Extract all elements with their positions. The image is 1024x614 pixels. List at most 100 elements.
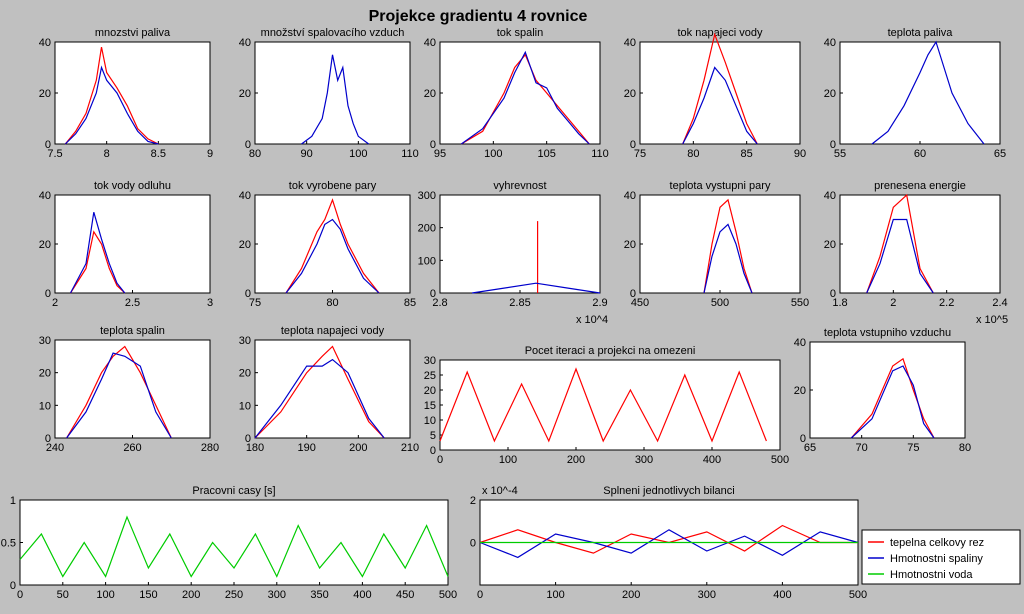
- subplot-title: teplota paliva: [888, 27, 954, 39]
- x-tick-label: 0: [477, 589, 483, 601]
- x-tick-label: 2.8: [432, 297, 447, 309]
- series-line-blue: [64, 65, 159, 145]
- series-line-blue: [285, 218, 380, 294]
- y-tick-label: 20: [624, 88, 636, 100]
- series-line-green: [19, 515, 449, 578]
- x-tick-label: 100: [96, 589, 114, 601]
- subplot-title: teplota vstupniho vzduchu: [824, 327, 951, 339]
- x-tick-label: 75: [907, 442, 919, 454]
- subplot-p3: tok spalin 95 100 105 110 0 20 40: [424, 27, 609, 160]
- plot-area: [19, 499, 449, 586]
- y-tick-label: 40: [39, 37, 51, 49]
- x-tick-label: 0: [17, 589, 23, 601]
- plot-area: [809, 341, 966, 439]
- x-tick-label: 500: [439, 589, 457, 601]
- x-tick-label: 75: [634, 148, 646, 160]
- series-line-blue: [479, 529, 859, 559]
- y-tick-label: 20: [239, 88, 251, 100]
- y-tick-label: 20: [824, 88, 836, 100]
- subplot-p11: teplota spalin 240 260 280 0 10 20 30: [39, 325, 219, 454]
- subplot-p2: množství spalovacího vzduch 80 90 100 110 0 20…: [239, 27, 419, 160]
- x-tick-label: 1.8: [832, 297, 847, 309]
- series-line-red: [866, 193, 934, 294]
- axis-exponent-label: x 10^4: [576, 314, 608, 326]
- x-tick-label: 400: [773, 589, 791, 601]
- plot-area: [839, 194, 1001, 294]
- x-tick-label: 180: [246, 442, 264, 454]
- y-tick-label: 30: [424, 355, 436, 367]
- x-tick-label: 100: [499, 454, 517, 466]
- plot-area: [639, 41, 801, 145]
- y-tick-label: 0: [630, 288, 636, 300]
- y-tick-label: 30: [239, 335, 251, 347]
- series-line-blue: [254, 358, 385, 439]
- subplot-p14: teplota vstupniho vzduchu 65 70 75 80 0 20 40: [794, 327, 971, 454]
- y-tick-label: 0: [430, 139, 436, 151]
- subplot-p4: tok napajeci vody 75 80 85 90 0 20 40: [624, 27, 806, 160]
- x-tick-label: 450: [631, 297, 649, 309]
- subplot-title: teplota spalin: [100, 325, 165, 337]
- y-tick-label: 20: [239, 368, 251, 380]
- x-tick-label: 65: [994, 148, 1006, 160]
- x-tick-label: 200: [567, 454, 585, 466]
- y-tick-label: 10: [424, 415, 436, 427]
- y-tick-label: 40: [39, 190, 51, 202]
- legend: tepelna celkovy rez Hmotnostni spaliny Hmo…: [861, 529, 1021, 585]
- y-tick-label: 1: [10, 495, 16, 507]
- legend-label: Hmotnostni spaliny: [890, 553, 983, 565]
- x-tick-label: 210: [401, 442, 419, 454]
- series-line-red: [460, 53, 590, 145]
- series-line-blue: [460, 50, 590, 145]
- x-tick-label: 240: [46, 442, 64, 454]
- y-tick-label: 0: [45, 139, 51, 151]
- y-tick-label: 0: [45, 433, 51, 445]
- y-tick-label: 30: [39, 335, 51, 347]
- x-tick-label: 200: [349, 442, 367, 454]
- subplot-title: mnozstvi paliva: [95, 27, 171, 39]
- y-tick-label: 0: [800, 433, 806, 445]
- series-line-red: [66, 345, 172, 439]
- x-tick-label: 65: [804, 442, 816, 454]
- x-tick-label: 0: [437, 454, 443, 466]
- x-tick-label: 500: [711, 297, 729, 309]
- y-tick-label: 40: [824, 190, 836, 202]
- x-tick-label: 260: [123, 442, 141, 454]
- x-tick-label: 300: [268, 589, 286, 601]
- y-tick-label: 20: [824, 239, 836, 251]
- x-tick-label: 8.5: [151, 148, 166, 160]
- subplot-p6: tok vody odluhu 2 2.5 3 0 20 40: [39, 180, 213, 309]
- x-tick-label: 8: [104, 148, 110, 160]
- y-tick-label: 0: [830, 139, 836, 151]
- series-line-red: [703, 198, 753, 294]
- x-tick-label: 300: [635, 454, 653, 466]
- x-tick-label: 2.9: [592, 297, 607, 309]
- y-tick-label: 100: [418, 255, 436, 267]
- x-tick-label: 190: [297, 442, 315, 454]
- y-tick-label: 0.5: [1, 538, 16, 550]
- subplot-title: tok napajeci vody: [678, 27, 763, 39]
- legend-label: tepelna celkovy rez: [890, 537, 984, 549]
- y-tick-label: 40: [239, 190, 251, 202]
- y-tick-label: 0: [630, 139, 636, 151]
- subplot-p9: teplota vystupni pary 450 500 550 0 20 40: [624, 180, 809, 309]
- x-tick-label: 2.5: [125, 297, 140, 309]
- subplot-title: prenesena energie: [874, 180, 966, 192]
- x-tick-label: 105: [537, 148, 555, 160]
- x-tick-label: 2.2: [939, 297, 954, 309]
- plot-area: [439, 359, 781, 451]
- x-tick-label: 95: [434, 148, 446, 160]
- y-tick-label: 10: [39, 400, 51, 412]
- series-line-red: [439, 367, 767, 443]
- y-tick-label: 20: [39, 368, 51, 380]
- series-line-blue: [682, 66, 758, 145]
- series-line-red: [850, 357, 935, 439]
- x-tick-label: 2.4: [992, 297, 1007, 309]
- x-tick-label: 300: [698, 589, 716, 601]
- y-tick-label: 40: [424, 37, 436, 49]
- subplot-p8: vyhrevnost 2.8 2.85 2.9 0 100 200 300 x 10^4: [418, 180, 608, 326]
- x-tick-label: 150: [139, 589, 157, 601]
- x-tick-label: 200: [182, 589, 200, 601]
- subplot-title: Splneni jednotlivych bilanci: [603, 485, 734, 497]
- x-tick-label: 450: [396, 589, 414, 601]
